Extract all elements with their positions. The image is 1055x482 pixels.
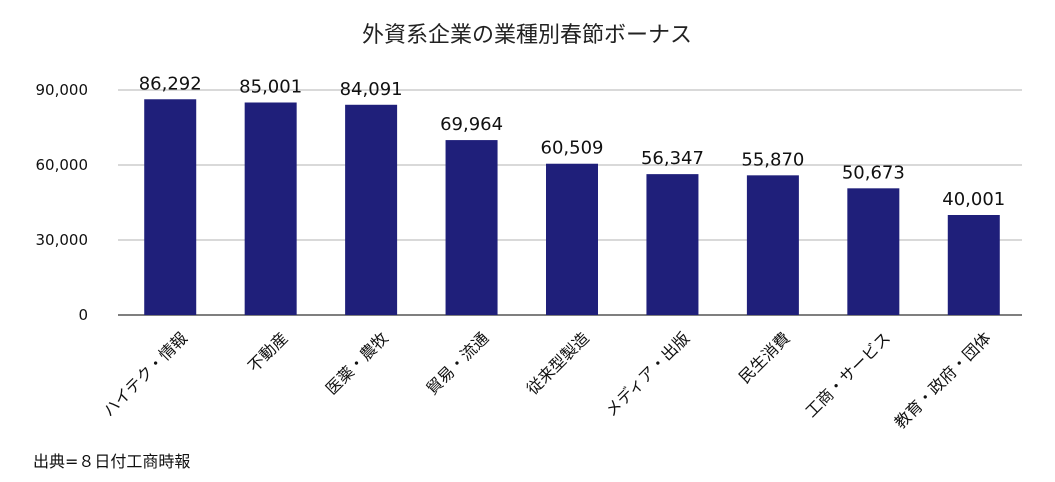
x-tick-label: 不動産 (244, 328, 291, 375)
y-tick-label: 60,000 (36, 156, 89, 174)
bar-5 (646, 174, 699, 315)
data-label: 56,347 (641, 148, 704, 169)
bar-7 (847, 188, 900, 315)
y-tick-label: 90,000 (36, 81, 89, 99)
y-tick-label: 0 (78, 306, 88, 324)
x-tick-label: 民生消費 (735, 328, 794, 387)
data-label: 85,001 (239, 76, 302, 97)
bar-1 (244, 102, 297, 315)
bar-2 (345, 104, 398, 316)
chart-title: 外資系企業の業種別春節ボーナス (362, 23, 692, 48)
x-tick-label: 貿易・流通 (422, 328, 492, 398)
data-label: 86,292 (139, 73, 202, 94)
x-tick-label: ハイテク・情報 (99, 328, 191, 420)
bar-0 (144, 99, 197, 316)
bar-6 (746, 175, 799, 315)
data-label: 50,673 (842, 162, 905, 183)
data-label: 40,001 (942, 189, 1005, 210)
x-tick-label: 医薬・農牧 (322, 328, 392, 398)
data-label: 55,870 (741, 149, 804, 170)
y-tick-label: 30,000 (36, 231, 89, 249)
source-note: 出典=８日付工商時報 (33, 452, 190, 471)
x-axis-ticks: ハイテク・情報 不動産 医薬・農牧 貿易・流通 従来型製造 メディア・出版 民生消費 工商・サ… (99, 328, 995, 432)
x-tick-label: 従来型製造 (523, 328, 593, 398)
bar-4 (546, 163, 598, 315)
bar-3 (445, 140, 498, 315)
x-tick-label: メディア・出版 (601, 328, 693, 420)
y-axis-ticks: 0 30,000 60,000 90,000 (36, 81, 89, 324)
x-tick-label: 工商・サービス (802, 328, 895, 421)
bars (144, 99, 1000, 316)
x-tick-label: 教育・政府・団体 (891, 328, 995, 432)
data-label: 60,509 (541, 138, 604, 159)
data-label: 84,091 (340, 79, 403, 100)
data-label: 69,964 (440, 114, 503, 135)
bar-8 (947, 214, 1000, 315)
data-labels: 86,292 85,001 84,091 69,964 60,509 56,347 55,8… (139, 73, 1006, 210)
